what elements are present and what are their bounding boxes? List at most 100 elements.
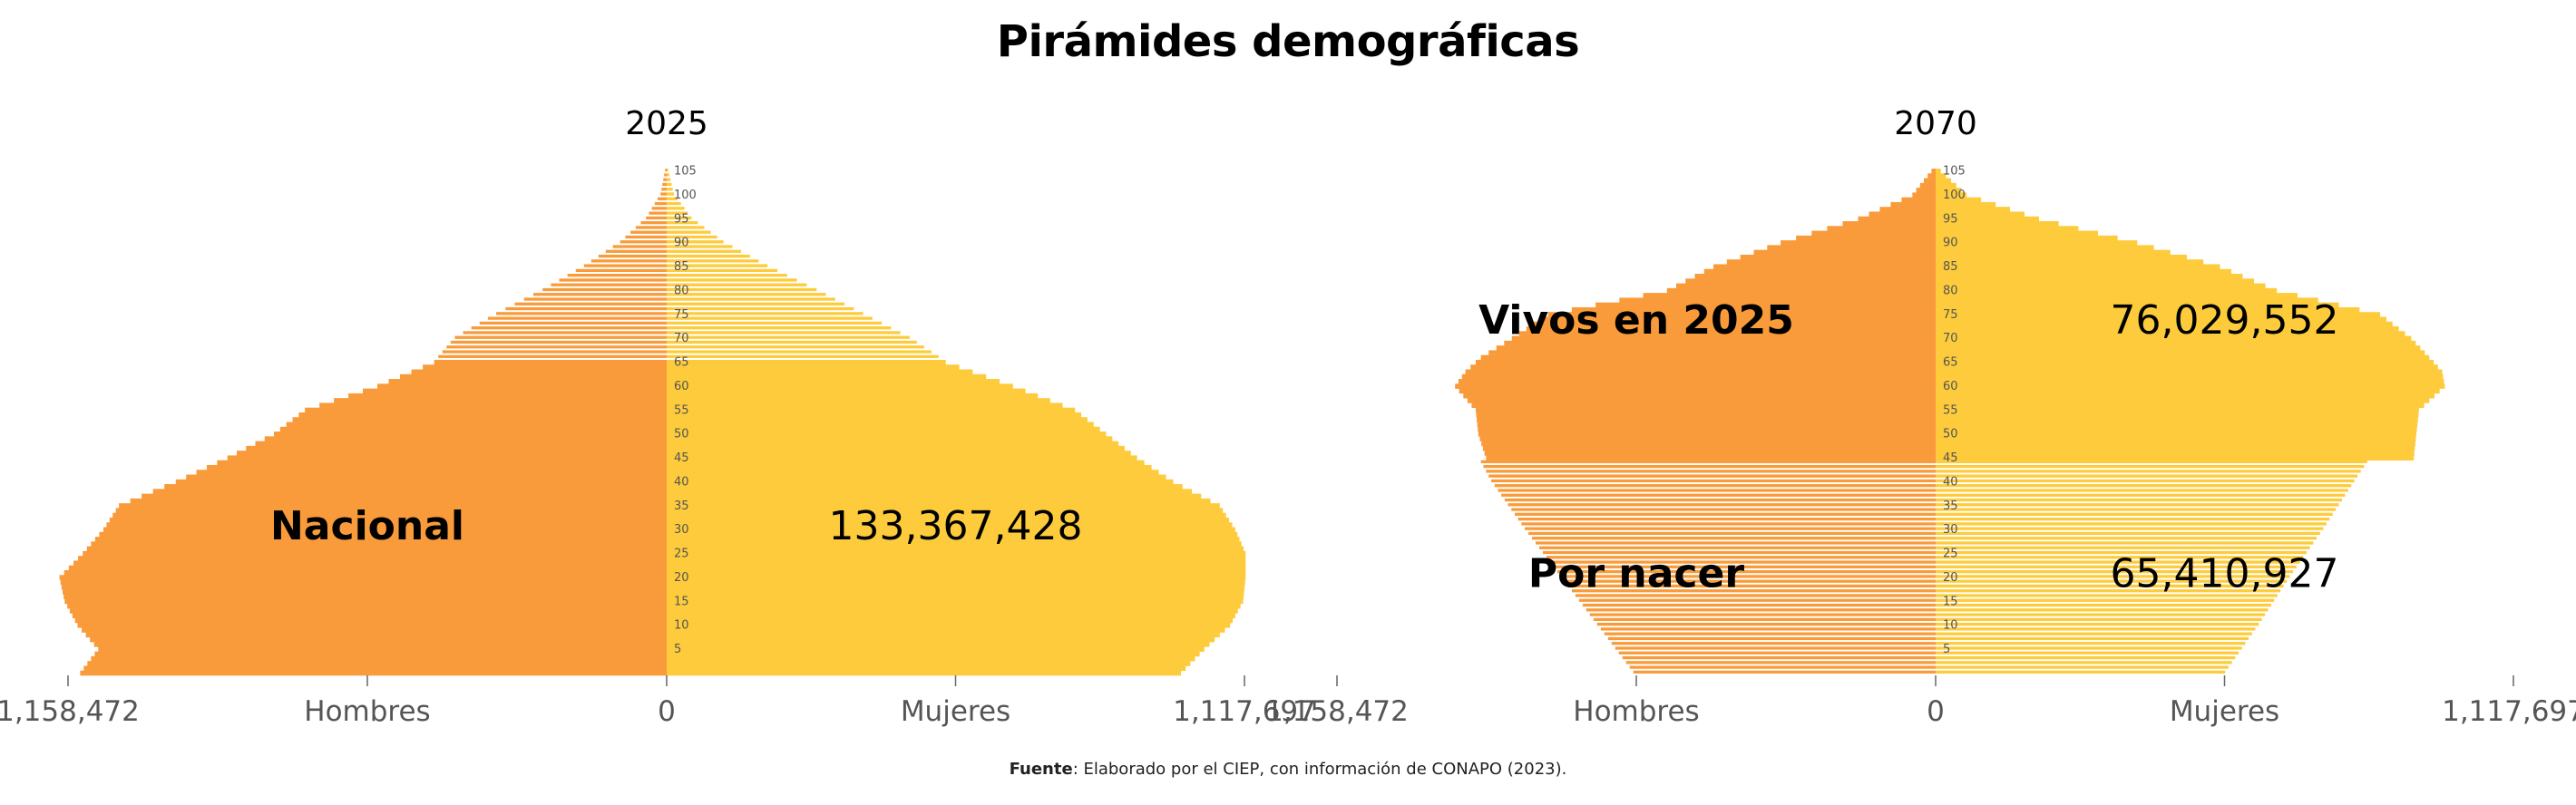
bar-women-age-104 <box>667 173 669 177</box>
bar-men-age-68 <box>446 345 667 349</box>
bar-men-age-39 <box>1494 484 1936 488</box>
bar-women-age-74 <box>1936 316 2386 323</box>
bar-men-age-79 <box>1643 293 1936 298</box>
bar-women-age-24 <box>667 556 1246 561</box>
bar-men-age-42 <box>1486 470 1936 473</box>
bar-women-age-62 <box>667 373 987 380</box>
bar-women-age-69 <box>667 340 917 344</box>
age-tick-label: 90 <box>674 237 689 250</box>
bar-men-age-18 <box>61 584 667 590</box>
bar-women-age-98 <box>667 201 681 206</box>
bar-women-age-30 <box>667 527 1235 533</box>
bar-women-age-35 <box>667 503 1220 509</box>
bar-men-age-56 <box>319 402 667 408</box>
bar-men-age-79 <box>533 293 667 296</box>
bar-women-age-1 <box>667 665 1186 672</box>
bar-men-age-11 <box>1593 617 1936 621</box>
bar-women-age-67 <box>667 350 932 354</box>
age-tick-label: 20 <box>674 571 689 585</box>
age-tick-label: 65 <box>674 356 689 370</box>
bar-women-age-16 <box>667 594 1244 599</box>
bar-men-age-100 <box>660 192 667 196</box>
bar-women-age-19 <box>667 579 1245 586</box>
bar-men-age-92 <box>1811 230 1936 237</box>
bar-men-age-75 <box>495 312 667 315</box>
age-tick-label: 15 <box>1943 595 1958 608</box>
bar-men-age-35 <box>119 503 667 509</box>
bar-men-age-53 <box>1477 417 1936 422</box>
age-tick-label: 15 <box>674 595 689 608</box>
bar-men-age-32 <box>1517 517 1936 521</box>
bar-men-age-62 <box>1461 373 1936 380</box>
bar-women-age-66 <box>1936 354 2430 361</box>
bar-men-age-25 <box>83 550 668 557</box>
bar-women-age-87 <box>667 254 750 258</box>
bar-men-age-81 <box>1676 283 1936 289</box>
bar-men-age-15 <box>64 598 668 605</box>
bar-women-age-42 <box>1936 470 2361 473</box>
age-tick-label: 10 <box>674 619 689 633</box>
age-tick-label: 105 <box>674 165 697 179</box>
bar-women-age-56 <box>1936 402 2425 408</box>
pyramid-panel-2070: 2070 5 10 15 20 25 30 35 40 45 50 55 60 65 70 75 80 85 90 9… <box>1265 105 2576 728</box>
bar-women-age-85 <box>1936 264 2220 270</box>
age-tick-label: 80 <box>674 284 689 297</box>
bar-men-age-74 <box>1540 316 1936 323</box>
bar-men-age-25 <box>1543 550 1936 555</box>
bar-men-age-2 <box>1625 661 1936 664</box>
bar-women-age-64 <box>1936 364 2438 370</box>
bar-men-age-14 <box>67 603 668 609</box>
bar-women-age-80 <box>667 287 817 292</box>
bar-men-age-59 <box>1459 388 1936 394</box>
bar-men-age-59 <box>363 388 667 394</box>
bar-women-age-58 <box>667 393 1039 399</box>
bar-women-age-34 <box>667 508 1224 513</box>
bar-women-age-23 <box>1936 560 2300 564</box>
bar-men-age-88 <box>1753 249 1936 256</box>
bar-women-age-33 <box>1936 512 2333 516</box>
bar-men-age-87 <box>1740 254 1936 260</box>
bar-men-age-91 <box>1796 235 1936 241</box>
bar-men-age-8 <box>1604 632 1936 635</box>
bar-men-age-6 <box>93 642 668 647</box>
bar-women-age-49 <box>1936 436 2416 441</box>
bar-men-age-76 <box>1571 306 1936 313</box>
bar-women-age-44 <box>1936 460 2367 463</box>
bar-women-age-64 <box>667 364 960 370</box>
bar-women-age-0 <box>667 670 1182 676</box>
bar-men-age-64 <box>1470 364 1936 370</box>
bar-women-age-84 <box>1936 268 2231 275</box>
bar-women-age-86 <box>1936 259 2204 265</box>
bar-women-age-31 <box>667 522 1233 528</box>
bar-women-age-8 <box>1936 632 2252 635</box>
bar-women-age-94 <box>667 221 698 225</box>
bar-men-age-61 <box>388 379 667 384</box>
bar-men-age-60 <box>376 383 667 389</box>
bar-men-age-55 <box>305 407 667 413</box>
bar-women-age-48 <box>1936 441 2415 447</box>
bar-women-age-56 <box>667 402 1063 408</box>
bar-men-age-60 <box>1455 383 1936 389</box>
x-tick-label: Hombres <box>1573 695 1699 728</box>
bar-women-age-43 <box>1936 464 2365 469</box>
bar-men-age-34 <box>1511 508 1936 511</box>
bar-men-age-69 <box>450 340 667 344</box>
bar-men-age-5 <box>98 646 667 652</box>
bar-women-age-68 <box>667 345 924 349</box>
bar-men-age-85 <box>1713 264 1936 270</box>
bar-men-age-104 <box>1927 173 1936 179</box>
bar-women-age-29 <box>1936 531 2320 536</box>
bar-men-age-0 <box>80 670 667 676</box>
bar-women-age-55 <box>667 407 1076 413</box>
bar-women-age-42 <box>667 470 1159 475</box>
age-tick-label: 100 <box>674 189 697 202</box>
bar-men-age-67 <box>442 350 667 354</box>
bar-men-age-64 <box>423 364 667 370</box>
group-total: 133,367,428 <box>829 503 1083 549</box>
bar-men-age-52 <box>286 422 667 428</box>
bar-men-age-84 <box>575 268 667 273</box>
bar-women-age-95 <box>667 216 692 220</box>
bar-men-age-62 <box>400 373 667 380</box>
bar-women-age-23 <box>667 560 1246 567</box>
bar-women-age-83 <box>1936 274 2243 279</box>
